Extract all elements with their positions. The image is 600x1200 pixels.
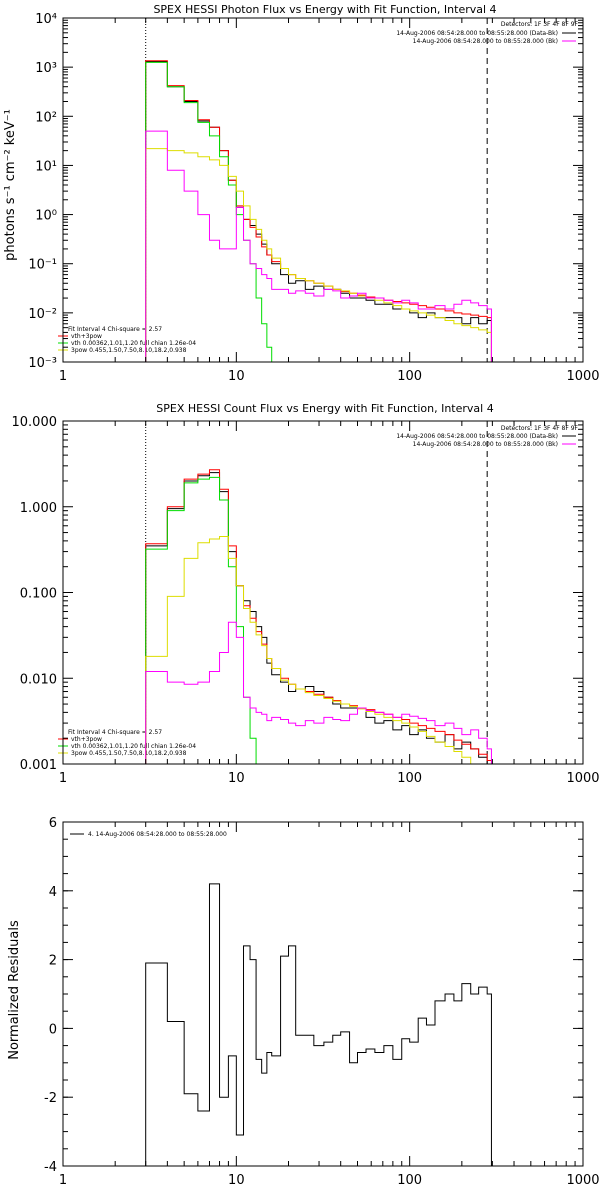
photon-x-tick-label: 1 xyxy=(59,369,67,384)
count-series-bk xyxy=(145,621,492,764)
residuals-y-tick-label: -4 xyxy=(44,1160,57,1175)
photon-series-3pow xyxy=(145,148,492,362)
photon-legend-top-right: Detectors: 1F 3F 4F 8F 9F 14-Aug-2006 08… xyxy=(396,21,578,45)
count-y-tick-label: 10.000 xyxy=(12,415,58,430)
photon-series-bk xyxy=(145,130,492,362)
photon-x-tick-label: 10 xyxy=(228,369,245,384)
count-y-tick-label: 1.000 xyxy=(20,501,57,516)
photon-y-tick-label: 10³ xyxy=(35,61,57,76)
count-legend-top-right: Detectors: 1F 3F 4F 8F 9F 14-Aug-2006 08… xyxy=(396,425,578,448)
count-y-tick-label: 0.001 xyxy=(20,758,57,773)
count-legend-data: 14-Aug-2006 08:54:28.000 to 08:55:28.000… xyxy=(396,433,558,440)
count-y-tick-label: 0.100 xyxy=(20,587,57,602)
photon-legend-detectors: Detectors: 1F 3F 4F 8F 9F xyxy=(501,21,579,28)
count-x-tick-label: 100 xyxy=(397,771,422,786)
count-y-tick-label: 0.010 xyxy=(20,672,57,687)
count-legend-3pow: 3pow 0.455,1.50,7.50,8.10,18.2,0.938 xyxy=(71,750,187,757)
photon-x-tick-label: 1000 xyxy=(566,369,599,384)
photon-legend-vth: vth 0.00362,1.01,1.20 full chian 1.26e-0… xyxy=(71,340,196,347)
photon-legend-bk: 14-Aug-2006 08:54:28.000 to 08:55:28.000… xyxy=(413,38,558,45)
count-chart-title: SPEX HESSI Count Flux vs Energy with Fit… xyxy=(156,402,493,415)
residuals-series-residuals xyxy=(145,883,492,1166)
residuals-y-tick-label: 6 xyxy=(49,816,57,831)
count-x-tick-label: 10 xyxy=(228,771,245,786)
photon-chart-title: SPEX HESSI Photon Flux vs Energy with Fi… xyxy=(153,3,496,16)
residuals-x-tick-label: 10 xyxy=(228,1173,245,1188)
residuals-legend-interval: 4. 14-Aug-2006 08:54:28.000 to 08:55:28.… xyxy=(88,831,227,838)
count-x-tick-label: 1000 xyxy=(566,771,599,786)
residuals-y-tick-label: 2 xyxy=(49,954,57,969)
count-series-vth-3pow xyxy=(145,469,492,764)
photon-y-tick-label: 10⁻² xyxy=(28,307,57,322)
photon-y-tick-label: 10² xyxy=(35,110,57,125)
residuals-legend: 4. 14-Aug-2006 08:54:28.000 to 08:55:28.… xyxy=(70,831,227,838)
count-x-tick-label: 1 xyxy=(59,771,67,786)
count-series-3pow xyxy=(145,535,492,764)
photon-legend-fit-interval: Fit Interval 4 Chi-square = 2.57 xyxy=(68,326,162,333)
count-legend-detectors: Detectors: 1F 3F 4F 8F 9F xyxy=(501,425,579,432)
photon-flux-panel: SPEX HESSI Photon Flux vs Energy with Fi… xyxy=(3,3,600,384)
photon-y-tick-label: 10¹ xyxy=(35,159,57,174)
count-legend-fit-interval: Fit Interval 4 Chi-square = 2.57 xyxy=(68,729,162,736)
photon-y-tick-label: 10⁻³ xyxy=(28,356,57,371)
photon-x-tick-label: 100 xyxy=(397,369,422,384)
photon-y-tick-label: 10⁰ xyxy=(35,209,57,224)
photon-y-tick-label: 10⁻¹ xyxy=(28,258,57,273)
residuals-x-tick-label: 1 xyxy=(59,1173,67,1188)
residuals-y-tick-label: -2 xyxy=(44,1091,57,1106)
residuals-x-tick-label: 100 xyxy=(397,1173,422,1188)
photon-y-axis-label: photons s⁻¹ cm⁻² keV⁻¹ xyxy=(3,109,18,261)
photon-legend-data: 14-Aug-2006 08:54:28.000 to 08:55:28.000… xyxy=(396,30,558,37)
photon-legend-3pow: 3pow 0.455,1.50,7.50,8.10,18.2,0.938 xyxy=(71,347,187,354)
residuals-y-tick-label: 4 xyxy=(49,885,57,900)
photon-plot-frame xyxy=(62,17,584,363)
count-legend-bk: 14-Aug-2006 08:54:28.000 to 08:55:28.000… xyxy=(413,441,558,448)
residuals-x-tick-label: 1000 xyxy=(566,1173,599,1188)
residuals-panel: Normalized Residuals 4. 14-Aug-2006 08:5… xyxy=(7,816,600,1188)
count-series-vth xyxy=(145,476,265,764)
count-legend-vth: vth 0.00362,1.01,1.20 full chian 1.26e-0… xyxy=(71,743,196,750)
count-flux-panel: SPEX HESSI Count Flux vs Energy with Fit… xyxy=(12,402,600,786)
residuals-y-tick-label: 0 xyxy=(49,1022,57,1037)
photon-legend-total: vth+3pow xyxy=(71,333,102,340)
residuals-y-axis-label: Normalized Residuals xyxy=(7,920,22,1060)
photon-y-tick-label: 10⁴ xyxy=(35,12,57,27)
count-legend-total: vth+3pow xyxy=(71,736,102,743)
